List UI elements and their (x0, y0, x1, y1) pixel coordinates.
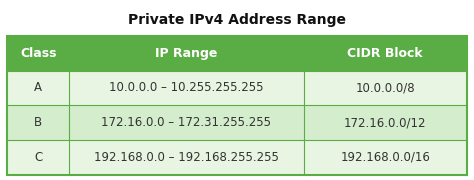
Bar (69, 36, 304, 71)
Text: 10.0.0.0 – 10.255.255.255: 10.0.0.0 – 10.255.255.255 (109, 82, 264, 94)
Text: B: B (34, 116, 42, 129)
Text: Private IPv4 Address Range: Private IPv4 Address Range (128, 13, 346, 27)
Text: 192.168.0.0 – 192.168.255.255: 192.168.0.0 – 192.168.255.255 (94, 151, 279, 164)
Bar (7, 71, 69, 105)
Bar (304, 140, 467, 175)
Bar (7, 140, 69, 175)
Text: 172.16.0.0/12: 172.16.0.0/12 (344, 116, 427, 129)
Text: C: C (34, 151, 42, 164)
Text: CIDR Block: CIDR Block (347, 47, 423, 60)
Bar (304, 36, 467, 71)
Text: Class: Class (20, 47, 56, 60)
Bar (69, 140, 304, 175)
Bar (7, 36, 69, 71)
Bar (7, 105, 69, 140)
Text: 172.16.0.0 – 172.31.255.255: 172.16.0.0 – 172.31.255.255 (101, 116, 272, 129)
Bar (304, 105, 467, 140)
Bar (304, 71, 467, 105)
Text: 10.0.0.0/8: 10.0.0.0/8 (356, 82, 415, 94)
Text: IP Range: IP Range (155, 47, 218, 60)
Bar (7, 36, 467, 175)
Bar (69, 105, 304, 140)
Text: A: A (34, 82, 42, 94)
Text: 192.168.0.0/16: 192.168.0.0/16 (340, 151, 430, 164)
Bar (69, 71, 304, 105)
